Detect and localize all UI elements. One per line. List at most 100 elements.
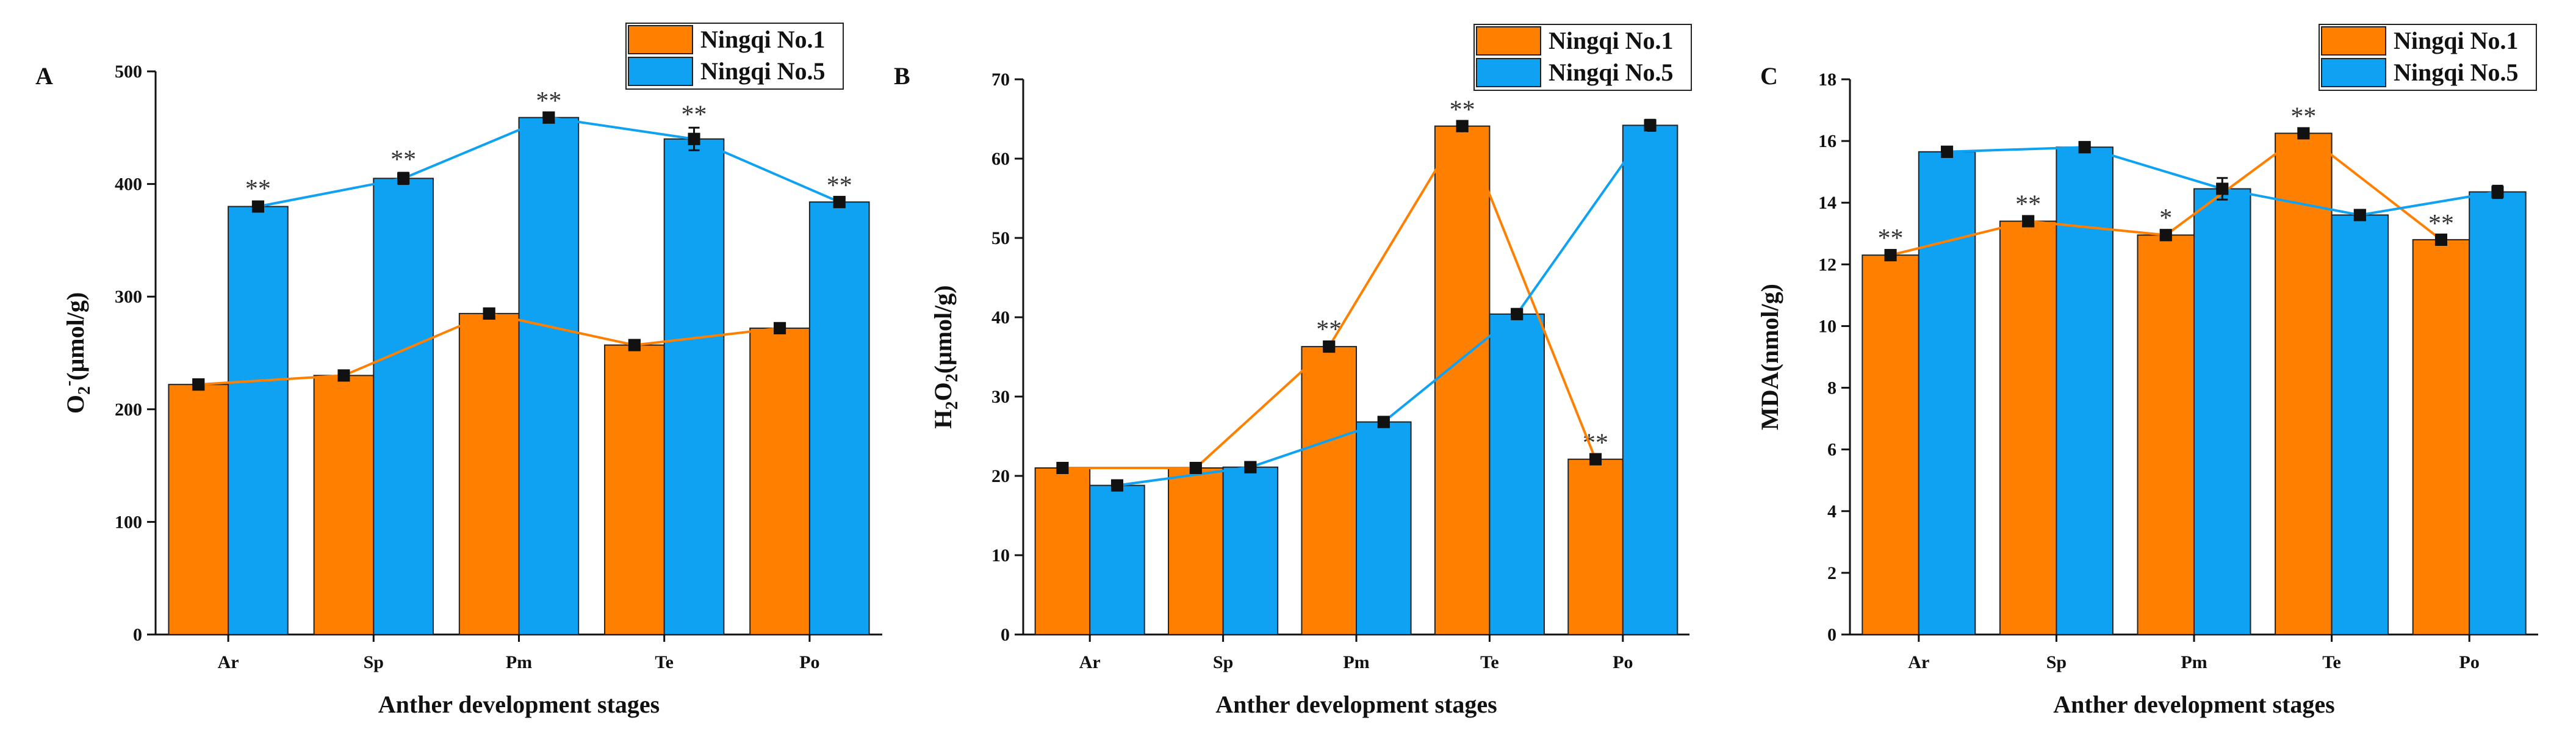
bar-ningqi-no-5 bbox=[2331, 214, 2389, 635]
x-tick-label: Te bbox=[655, 652, 674, 672]
y-tick-label: 40 bbox=[991, 307, 1010, 328]
mean-marker bbox=[2159, 229, 2172, 242]
legend-swatch bbox=[628, 57, 693, 86]
x-tick-label: Ar bbox=[1908, 652, 1929, 672]
bar-ningqi-no-5 bbox=[2056, 146, 2114, 635]
legend-label: Ningqi No.1 bbox=[700, 26, 826, 53]
y-tick-label: 100 bbox=[115, 512, 142, 532]
y-tick-label: 0 bbox=[1001, 625, 1010, 645]
mean-marker bbox=[2022, 215, 2035, 228]
bar-ningqi-no-5 bbox=[373, 178, 434, 635]
legend-swatch bbox=[1476, 26, 1541, 56]
legend-label: Ningqi No.5 bbox=[1549, 59, 1674, 86]
y-tick-label: 200 bbox=[115, 400, 142, 420]
x-tick-label: Sp bbox=[364, 652, 384, 672]
y-tick-label: 30 bbox=[991, 387, 1010, 407]
y-axis-title: H2O2(μmol/g) bbox=[929, 285, 962, 428]
mean-marker bbox=[628, 339, 641, 351]
y-tick-label: 18 bbox=[1818, 70, 1837, 90]
mean-marker bbox=[2434, 233, 2447, 246]
y-tick-label: 16 bbox=[1818, 131, 1837, 151]
y-title-part: (μmol/g) bbox=[929, 285, 957, 373]
bar-ningqi-no-1 bbox=[1301, 346, 1358, 635]
bar-ningqi-no-5 bbox=[2469, 191, 2527, 635]
bar-ningqi-no-5 bbox=[1622, 124, 1678, 635]
bar-ningqi-no-5 bbox=[1089, 484, 1145, 635]
y-tick-label: 8 bbox=[1827, 378, 1837, 398]
y-tick-label: 0 bbox=[1827, 625, 1837, 645]
bar-ningqi-no-1 bbox=[168, 384, 229, 635]
mean-marker bbox=[542, 111, 555, 124]
significance-mark: ** bbox=[2290, 102, 2316, 131]
panel-letter: C bbox=[1760, 62, 1778, 90]
legend-swatch bbox=[2321, 26, 2386, 56]
bar-ningqi-no-1 bbox=[1999, 220, 2057, 635]
legend-frame bbox=[1473, 24, 1692, 91]
mean-marker bbox=[1644, 119, 1657, 132]
mean-marker bbox=[1377, 415, 1390, 428]
bar-ningqi-no-1 bbox=[313, 375, 375, 635]
significance-mark: ** bbox=[536, 87, 561, 115]
y-tick-label: 14 bbox=[1818, 193, 1837, 213]
bar-ningqi-no-1 bbox=[1567, 458, 1624, 635]
y-axis-title: MDA(nmol/g) bbox=[1756, 284, 1783, 430]
y-tick-label: 400 bbox=[115, 174, 142, 195]
bar-ningqi-no-5 bbox=[1222, 466, 1279, 635]
significance-mark: ** bbox=[1316, 316, 1342, 344]
significance-mark: ** bbox=[2015, 190, 2041, 218]
x-tick-label: Ar bbox=[218, 652, 239, 672]
y-axis-title: O2-(μmol/g) bbox=[59, 292, 94, 414]
mean-marker bbox=[2353, 209, 2366, 221]
y-tick-label: 4 bbox=[1827, 502, 1837, 522]
x-tick-label: Pm bbox=[1343, 652, 1369, 672]
legend-swatch bbox=[2321, 58, 2386, 87]
bar-ningqi-no-5 bbox=[1918, 151, 1976, 636]
mean-marker bbox=[1110, 479, 1123, 492]
x-tick-label: Po bbox=[2459, 652, 2480, 672]
mean-marker bbox=[833, 196, 846, 209]
y-title-part: O bbox=[929, 382, 957, 401]
mean-marker bbox=[2297, 127, 2310, 140]
legend-label: Ningqi No.1 bbox=[1549, 27, 1674, 54]
legend: Ningqi No.1 Ningqi No.5 bbox=[2319, 24, 2537, 91]
panel-a: A 0 100 200 300 400 500 ** ** ** ** ** Ar Sp Pm Te Po Ant… bbox=[35, 23, 882, 718]
legend-frame bbox=[2319, 24, 2537, 91]
y-title-sub: 2 bbox=[943, 373, 962, 382]
y-tick-label: 10 bbox=[991, 545, 1010, 566]
panel-letter: B bbox=[894, 62, 910, 90]
bar-ningqi-no-5 bbox=[808, 201, 870, 635]
legend: Ningqi No.1 Ningqi No.5 bbox=[625, 23, 844, 90]
x-tick-label: Ar bbox=[1079, 652, 1101, 672]
mean-marker bbox=[1941, 145, 1954, 158]
mean-marker bbox=[337, 369, 350, 382]
legend-label: Ningqi No.1 bbox=[2394, 27, 2519, 54]
x-tick-label: Pm bbox=[506, 652, 532, 672]
mean-marker bbox=[1056, 462, 1069, 474]
y-title-sub: 2 bbox=[943, 401, 962, 409]
mean-marker bbox=[1884, 249, 1897, 262]
significance-mark: ** bbox=[245, 175, 271, 203]
mean-marker bbox=[192, 378, 205, 391]
mean-marker bbox=[251, 200, 264, 213]
y-tick-label: 2 bbox=[1827, 563, 1837, 583]
x-tick-label: Te bbox=[2322, 652, 2341, 672]
mean-marker bbox=[2078, 141, 2091, 154]
bar-ningqi-no-5 bbox=[228, 206, 289, 635]
mean-marker bbox=[774, 322, 786, 334]
mean-marker bbox=[688, 132, 700, 145]
mean-marker bbox=[1323, 340, 1336, 353]
mean-marker bbox=[1244, 461, 1257, 473]
mean-marker bbox=[1511, 307, 1524, 320]
legend-frame bbox=[625, 23, 844, 90]
legend-swatch bbox=[1476, 58, 1541, 87]
bar-ningqi-no-5 bbox=[518, 117, 580, 636]
bar-ningqi-no-1 bbox=[604, 344, 665, 635]
significance-mark: ** bbox=[1450, 96, 1475, 124]
significance-mark: ** bbox=[682, 101, 707, 129]
bar-ningqi-no-5 bbox=[2193, 188, 2251, 635]
mean-marker bbox=[1189, 462, 1202, 474]
bar-ningqi-no-1 bbox=[1434, 125, 1491, 635]
mean-marker bbox=[483, 307, 495, 320]
x-axis-title: Anther development stages bbox=[2053, 691, 2334, 718]
y-tick-label: 300 bbox=[115, 287, 142, 307]
